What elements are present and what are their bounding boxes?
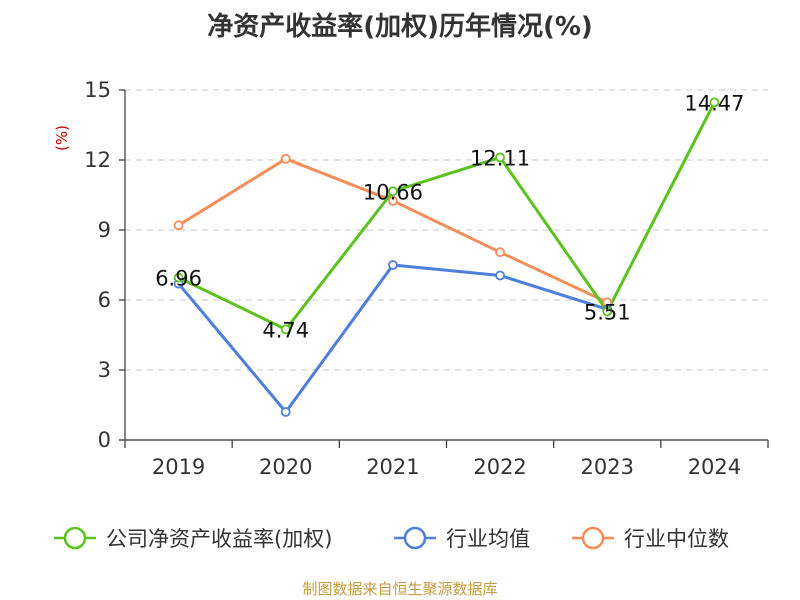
legend-label: 行业均值 — [446, 527, 530, 551]
data-point — [280, 324, 291, 335]
chart-title: 净资产收益率(加权)历年情况(%) — [207, 12, 593, 42]
data-point — [173, 272, 184, 283]
x-tick-label: 2023 — [581, 455, 634, 479]
x-tick-label: 2022 — [473, 455, 526, 479]
data-label: 6.96 — [155, 267, 202, 291]
data-point — [388, 260, 398, 270]
data-source-note: 制图数据来自恒生聚源数据库 — [302, 580, 498, 598]
legend-marker-company-roe — [54, 526, 96, 550]
legend-label: 公司净资产收益率(加权) — [106, 527, 333, 551]
data-point — [388, 195, 398, 206]
x-tick-label: 2019 — [152, 455, 205, 479]
data-label: 14.47 — [684, 91, 744, 115]
x-tick-label: 2020 — [259, 455, 312, 479]
legend-item-company-roe[interactable]: 公司净资产收益率(加权) — [52, 520, 332, 556]
x-tick-label: 2024 — [688, 455, 741, 479]
data-point — [388, 186, 398, 197]
data-point — [495, 247, 505, 258]
legend: 公司净资产收益率(加权) 行业均值 行业中位数 — [0, 520, 800, 560]
data-point — [709, 97, 720, 108]
data-label: 10.66 — [363, 180, 423, 204]
data-label: 4.74 — [262, 318, 309, 342]
data-point — [602, 306, 613, 317]
legend-item-industry-median[interactable]: 行业中位数 — [570, 520, 729, 556]
y-tick-label: 6 — [98, 288, 111, 312]
series-line — [177, 101, 716, 331]
y-tick-label: 15 — [84, 78, 111, 102]
legend-marker-industry-mean — [394, 526, 436, 550]
data-point — [173, 220, 184, 231]
legend-item-industry-mean[interactable]: 行业均值 — [392, 520, 530, 556]
series-line — [177, 263, 608, 414]
legend-marker-industry-median — [572, 526, 614, 550]
y-tick-label: 12 — [84, 148, 111, 172]
data-label: 12.11 — [470, 146, 530, 170]
y-tick-label: 3 — [98, 358, 111, 382]
y-tick-label: 9 — [98, 218, 111, 242]
y-tick-label: 0 — [98, 428, 111, 452]
data-point — [280, 153, 291, 164]
data-point — [495, 270, 505, 281]
legend-label: 行业中位数 — [624, 527, 729, 551]
data-point — [495, 152, 505, 163]
data-point — [280, 407, 291, 417]
x-tick-label: 2021 — [366, 455, 419, 479]
data-label: 5.51 — [584, 300, 631, 324]
